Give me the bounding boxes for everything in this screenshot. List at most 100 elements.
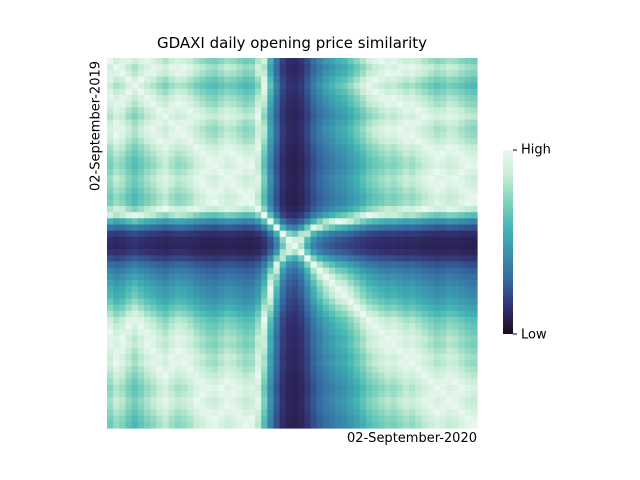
heatmap-cell [267,391,275,398]
heatmap-cell [440,132,447,139]
heatmap-cell [181,199,188,207]
heatmap-cell [137,249,145,256]
heatmap-cell [162,218,170,226]
heatmap-cell [199,273,207,281]
heatmap-cell [440,323,447,330]
heatmap-cell [279,144,287,152]
heatmap-cell [218,292,225,300]
heatmap-cell [335,206,342,213]
heatmap-cell [378,310,386,318]
heatmap-cell [421,162,429,170]
heatmap-cell [162,58,170,65]
heatmap-cell [292,119,299,127]
heatmap-cell [119,64,127,71]
heatmap-cell [193,132,201,139]
heatmap-cell [366,218,373,226]
heatmap-cell [107,391,114,398]
heatmap-cell [298,181,305,189]
heatmap-cell [236,397,244,404]
heatmap-cell [310,162,318,170]
heatmap-cell [168,335,176,343]
heatmap-cell [458,218,466,226]
heatmap-cell [279,243,287,250]
heatmap-cell [427,409,435,417]
heatmap-cell [199,360,207,367]
heatmap-cell [452,156,460,164]
heatmap-cell [205,82,213,90]
heatmap-cell [168,298,176,306]
heatmap-cell [366,391,373,398]
heatmap-cell [107,267,114,275]
heatmap-cell [304,286,312,293]
heatmap-cell [292,280,299,287]
heatmap-cell [156,138,164,145]
heatmap-cell [464,421,472,429]
heatmap-cell [329,76,336,84]
heatmap-cell [230,193,238,201]
heatmap-cell [125,378,133,386]
heatmap-cell [433,310,441,318]
heatmap-cell [440,403,447,411]
heatmap-cell [310,218,318,226]
heatmap-cell [372,335,379,343]
heatmap-cell [378,230,386,238]
heatmap-cell [415,304,423,312]
heatmap-cell [390,304,398,312]
heatmap-cell [248,286,256,293]
heatmap-cell [372,64,379,71]
heatmap-cell [285,372,293,380]
heatmap-cell [415,310,423,318]
heatmap-cell [107,403,114,411]
heatmap-cell [409,261,416,269]
heatmap-cell [366,162,373,170]
heatmap-cell [107,224,114,232]
heatmap-cell [353,366,361,374]
heatmap-cell [113,255,120,263]
heatmap-cell [322,181,330,189]
heatmap-cell [470,391,478,398]
heatmap-cell [372,206,379,213]
heatmap-cell [464,224,472,232]
heatmap-cell [329,292,336,300]
heatmap-cell [366,82,373,90]
heatmap-cell [421,317,429,324]
heatmap-cell [464,335,472,343]
heatmap-cell [372,409,379,417]
heatmap-cell [372,119,379,127]
heatmap-cell [421,391,429,398]
heatmap-cell [316,162,324,170]
heatmap-cell [335,421,342,429]
heatmap-cell [248,95,256,102]
heatmap-cell [199,409,207,417]
heatmap-cell [267,199,275,207]
heatmap-cell [353,286,361,293]
heatmap-cell [322,280,330,287]
heatmap-cell [119,88,127,96]
heatmap-cell [174,366,182,374]
heatmap-cell [261,415,268,423]
heatmap-cell [470,304,478,312]
heatmap-cell [341,415,349,423]
heatmap-cell [199,366,207,374]
heatmap-cell [304,372,312,380]
heatmap-cell [187,249,194,256]
heatmap-cell [107,113,114,121]
heatmap-cell [156,280,164,287]
heatmap-cell [279,138,287,145]
heatmap-cell [224,156,231,164]
heatmap-cell [267,335,275,343]
heatmap-cell [415,317,423,324]
heatmap-cell [242,107,250,115]
heatmap-cell [125,354,133,361]
heatmap-cell [470,354,478,361]
heatmap-cell [181,125,188,133]
heatmap-cell [119,206,127,213]
heatmap-cell [285,286,293,293]
heatmap-cell [137,224,145,232]
heatmap-cell [162,335,170,343]
heatmap-cell [174,329,182,337]
heatmap-cell [329,261,336,269]
heatmap-cell [211,162,219,170]
heatmap-cell [156,421,164,429]
heatmap-cell [131,329,139,337]
